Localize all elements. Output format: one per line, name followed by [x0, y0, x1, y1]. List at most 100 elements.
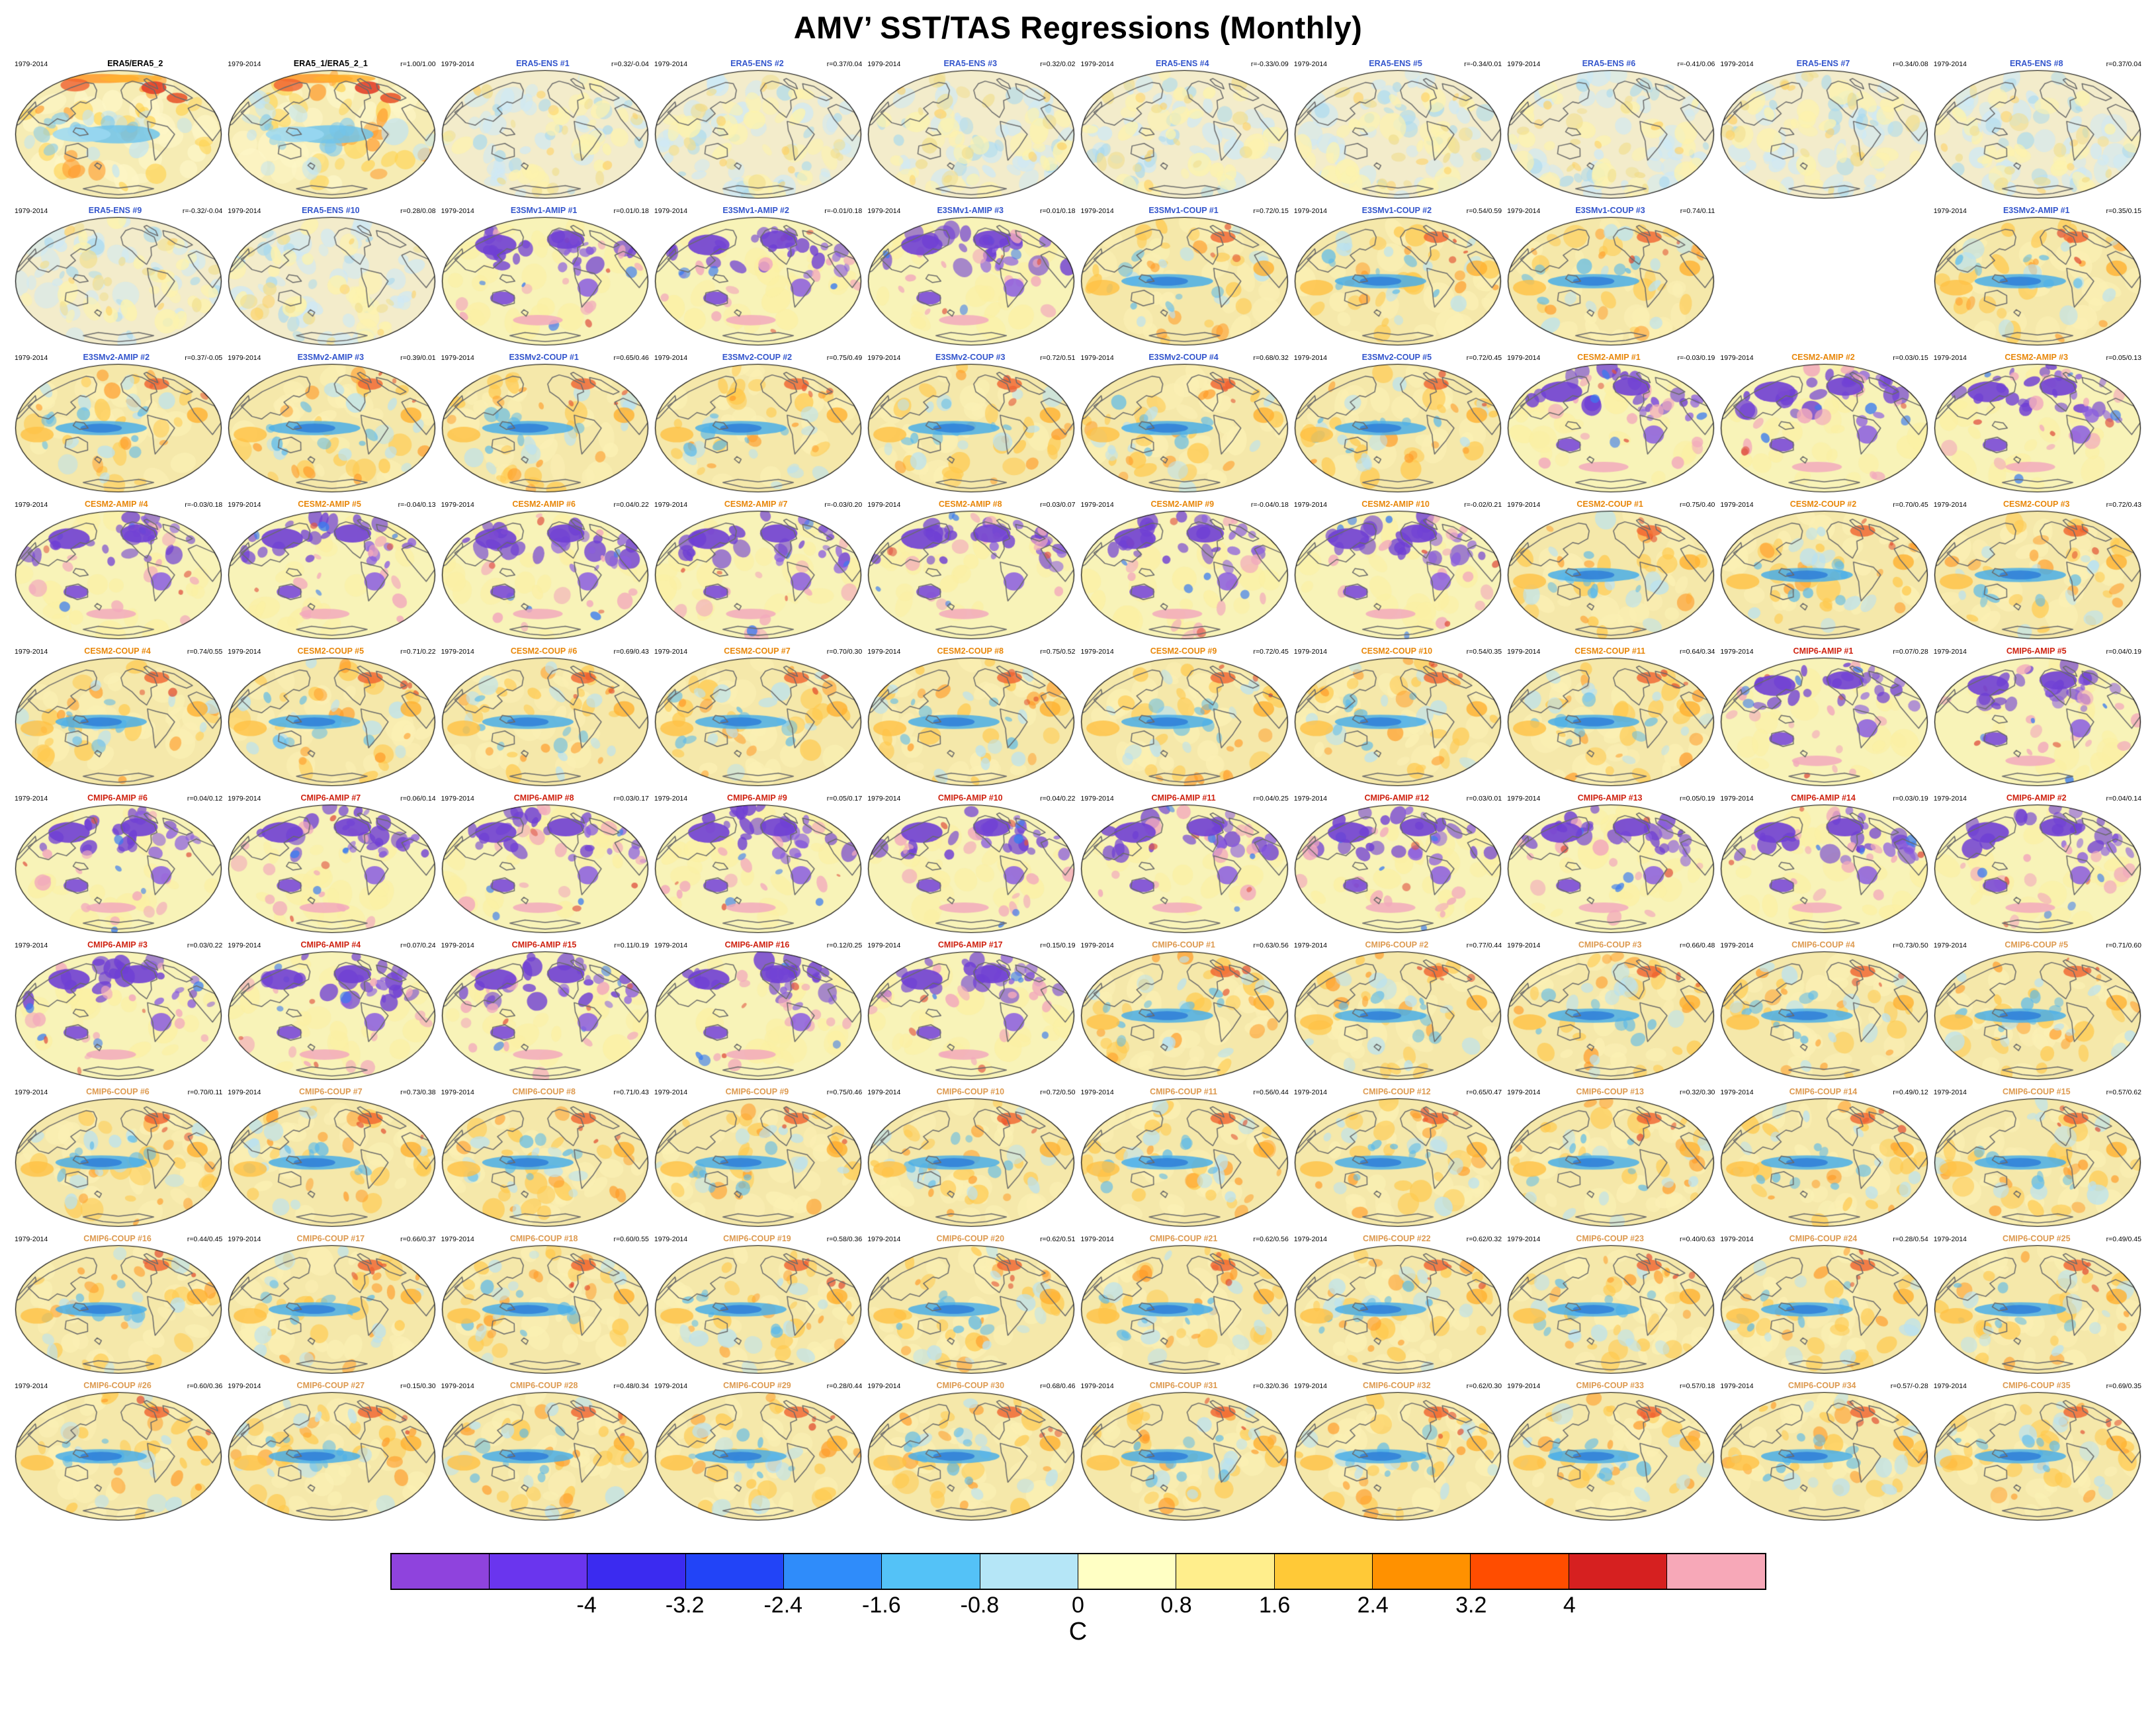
panel-years: 1979-2014 — [654, 648, 688, 656]
panel-title: CMIP6-COUP #22 — [1363, 1234, 1431, 1243]
map-panel: 1979-2014 ERA5-ENS #2 r=0.37/0.04 — [654, 59, 863, 199]
panel-header: 1979-2014 CESM2-COUP #3 r=0.72/0.43 — [1934, 500, 2141, 510]
panel-years: 1979-2014 — [1293, 501, 1328, 509]
world-map-canvas — [441, 510, 649, 640]
world-map-canvas — [867, 1245, 1076, 1374]
panel-rvalue: r=0.57/0.18 — [1679, 1382, 1715, 1390]
panel-rvalue: r=0.75/0.40 — [1679, 501, 1715, 509]
panel-title: CESM2-COUP #9 — [1150, 646, 1217, 656]
panel-title: E3SMv2-COUP #5 — [1361, 353, 1432, 362]
panel-rvalue: r=0.04/0.14 — [2106, 795, 2141, 803]
map-panel: 1979-2014 CMIP6-COUP #31 r=0.32/0.36 — [1080, 1381, 1289, 1521]
map-panel: 1979-2014 CMIP6-AMIP #15 r=0.11/0.19 — [441, 940, 649, 1080]
panel-rvalue: r=0.72/0.43 — [2106, 501, 2141, 509]
map-panel: 1979-2014 CMIP6-COUP #34 r=0.57/-0.28 — [1720, 1381, 1928, 1521]
panel-rvalue: r=0.54/0.35 — [1466, 648, 1502, 656]
world-map-canvas — [867, 1391, 1076, 1521]
map-panel: 1979-2014 CMIP6-COUP #14 r=0.49/0.12 — [1720, 1087, 1928, 1227]
panel-rvalue: r=0.44/0.45 — [187, 1235, 223, 1243]
panel-header: 1979-2014 CMIP6-COUP #28 r=0.48/0.34 — [441, 1381, 649, 1391]
panel-rvalue: r=0.71/0.22 — [400, 648, 436, 656]
panel-rvalue: r=0.64/0.34 — [1679, 648, 1715, 656]
panel-years: 1979-2014 — [654, 501, 688, 509]
panel-title: CMIP6-AMIP #15 — [511, 940, 577, 949]
panel-years: 1979-2014 — [867, 354, 901, 362]
panel-header: 1979-2014 CMIP6-COUP #4 r=0.73/0.50 — [1720, 940, 1928, 951]
panel-rvalue: r=0.01/0.18 — [1040, 207, 1076, 215]
map-panel: 1979-2014 CMIP6-AMIP #13 r=0.05/0.19 — [1507, 793, 1715, 934]
panel-rvalue: r=-0.33/0.09 — [1250, 60, 1289, 68]
map-panel: 1979-2014 CMIP6-COUP #6 r=0.70/0.11 — [15, 1087, 223, 1227]
panel-header: 1979-2014 CMIP6-AMIP #14 r=0.03/0.19 — [1720, 793, 1928, 804]
panel-rvalue: r=0.70/0.45 — [1893, 501, 1928, 509]
world-map-canvas — [1507, 1245, 1715, 1374]
panel-title: CMIP6-AMIP #9 — [727, 793, 787, 803]
panel-title: CESM2-AMIP #7 — [724, 500, 788, 509]
panel-rvalue: r=0.75/0.46 — [826, 1088, 863, 1096]
panel-years: 1979-2014 — [654, 354, 688, 362]
world-map-canvas — [654, 363, 863, 493]
panel-header: 1979-2014 E3SMv1-COUP #3 r=0.74/0.11 — [1507, 206, 1715, 216]
map-panel: 1979-2014 CMIP6-COUP #22 r=0.62/0.32 — [1293, 1234, 1502, 1374]
world-map-canvas — [1507, 1391, 1715, 1521]
world-map-canvas — [1293, 1245, 1502, 1374]
panel-years: 1979-2014 — [1080, 648, 1114, 656]
panel-years: 1979-2014 — [1507, 354, 1541, 362]
panel-years: 1979-2014 — [867, 795, 901, 803]
panel-header: 1979-2014 CESM2-COUP #6 r=0.69/0.43 — [441, 646, 649, 657]
colorbar-segment — [1078, 1554, 1176, 1589]
panel-header: 1979-2014 CMIP6-COUP #26 r=0.60/0.36 — [15, 1381, 222, 1391]
panel-header: 1979-2014 CESM2-COUP #11 r=0.64/0.34 — [1507, 646, 1715, 657]
panel-title: CESM2-AMIP #2 — [1791, 353, 1855, 362]
panel-years: 1979-2014 — [1293, 795, 1328, 803]
map-panel: 1979-2014 CMIP6-COUP #8 r=0.71/0.43 — [441, 1087, 649, 1227]
panel-rvalue: r=0.69/0.35 — [2106, 1382, 2141, 1390]
panel-rvalue: r=0.70/0.30 — [826, 648, 863, 656]
world-map-canvas — [654, 510, 863, 640]
panel-header: 1979-2014 CESM2-COUP #7 r=0.70/0.30 — [654, 646, 862, 657]
map-panel: 1979-2014 CESM2-AMIP #6 r=0.04/0.22 — [441, 500, 649, 640]
world-map-canvas — [228, 69, 436, 199]
world-map-canvas — [441, 69, 649, 199]
map-panel: 1979-2014 CMIP6-COUP #11 r=0.56/0.44 — [1080, 1087, 1289, 1227]
world-map-canvas — [654, 1245, 863, 1374]
panel-title: E3SMv2-COUP #2 — [722, 353, 793, 362]
map-panel: 1979-2014 CMIP6-AMIP #2 r=0.04/0.14 — [1933, 793, 2141, 934]
map-panel: 1979-2014 E3SMv1-COUP #2 r=0.54/0.59 — [1293, 206, 1502, 346]
panel-title: CMIP6-AMIP #5 — [2006, 646, 2067, 656]
world-map-canvas — [654, 216, 863, 346]
world-map-canvas — [1080, 804, 1289, 934]
colorbar-tick-label: -0.8 — [960, 1593, 1000, 1618]
map-panel: 1979-2014 E3SMv2-COUP #5 r=0.72/0.45 — [1293, 353, 1502, 493]
panel-years: 1979-2014 — [654, 942, 688, 949]
world-map-canvas — [867, 804, 1076, 934]
map-panel: 1979-2014 ERA5-ENS #7 r=0.34/0.08 — [1720, 59, 1928, 199]
panel-years: 1979-2014 — [867, 60, 901, 68]
panel-years: 1979-2014 — [1933, 648, 1967, 656]
map-panel: 1979-2014 E3SMv2-COUP #1 r=0.65/0.46 — [441, 353, 649, 493]
panel-header: 1979-2014 CESM2-AMIP #5 r=-0.04/0.13 — [228, 500, 435, 510]
panel-title: CMIP6-COUP #16 — [83, 1234, 151, 1243]
panel-rvalue: r=0.73/0.50 — [1893, 942, 1928, 949]
map-panel: 1979-2014 CMIP6-AMIP #16 r=0.12/0.25 — [654, 940, 863, 1080]
panel-years: 1979-2014 — [1507, 501, 1541, 509]
colorbar-tick-label: 0 — [1072, 1593, 1084, 1618]
map-panel: 1979-2014 ERA5-ENS #8 r=0.37/0.04 — [1933, 59, 2141, 199]
panel-rvalue: r=0.73/0.38 — [400, 1088, 436, 1096]
map-panel: 1979-2014 ERA5-ENS #10 r=0.28/0.08 — [228, 206, 436, 346]
map-panel: 1979-2014 CMIP6-COUP #9 r=0.75/0.46 — [654, 1087, 863, 1227]
panel-years: 1979-2014 — [1507, 1088, 1541, 1096]
panel-years: 1979-2014 — [441, 648, 474, 656]
world-map-canvas — [15, 804, 223, 934]
panel-rvalue: r=0.04/0.22 — [613, 501, 649, 509]
panel-rvalue: r=-0.03/0.18 — [185, 501, 223, 509]
panel-header: 1979-2014 CMIP6-COUP #24 r=0.28/0.54 — [1720, 1234, 1928, 1245]
world-map-canvas — [1720, 951, 1928, 1080]
world-map-canvas — [441, 1245, 649, 1374]
map-panel: 1979-2014 CMIP6-AMIP #14 r=0.03/0.19 — [1720, 793, 1928, 934]
world-map-canvas — [1080, 951, 1289, 1080]
panel-title: CMIP6-AMIP #14 — [1791, 793, 1856, 803]
colorbar-segment — [1568, 1554, 1667, 1589]
panel-title: CMIP6-AMIP #3 — [87, 940, 148, 949]
panel-rvalue: r=0.04/0.12 — [187, 795, 223, 803]
